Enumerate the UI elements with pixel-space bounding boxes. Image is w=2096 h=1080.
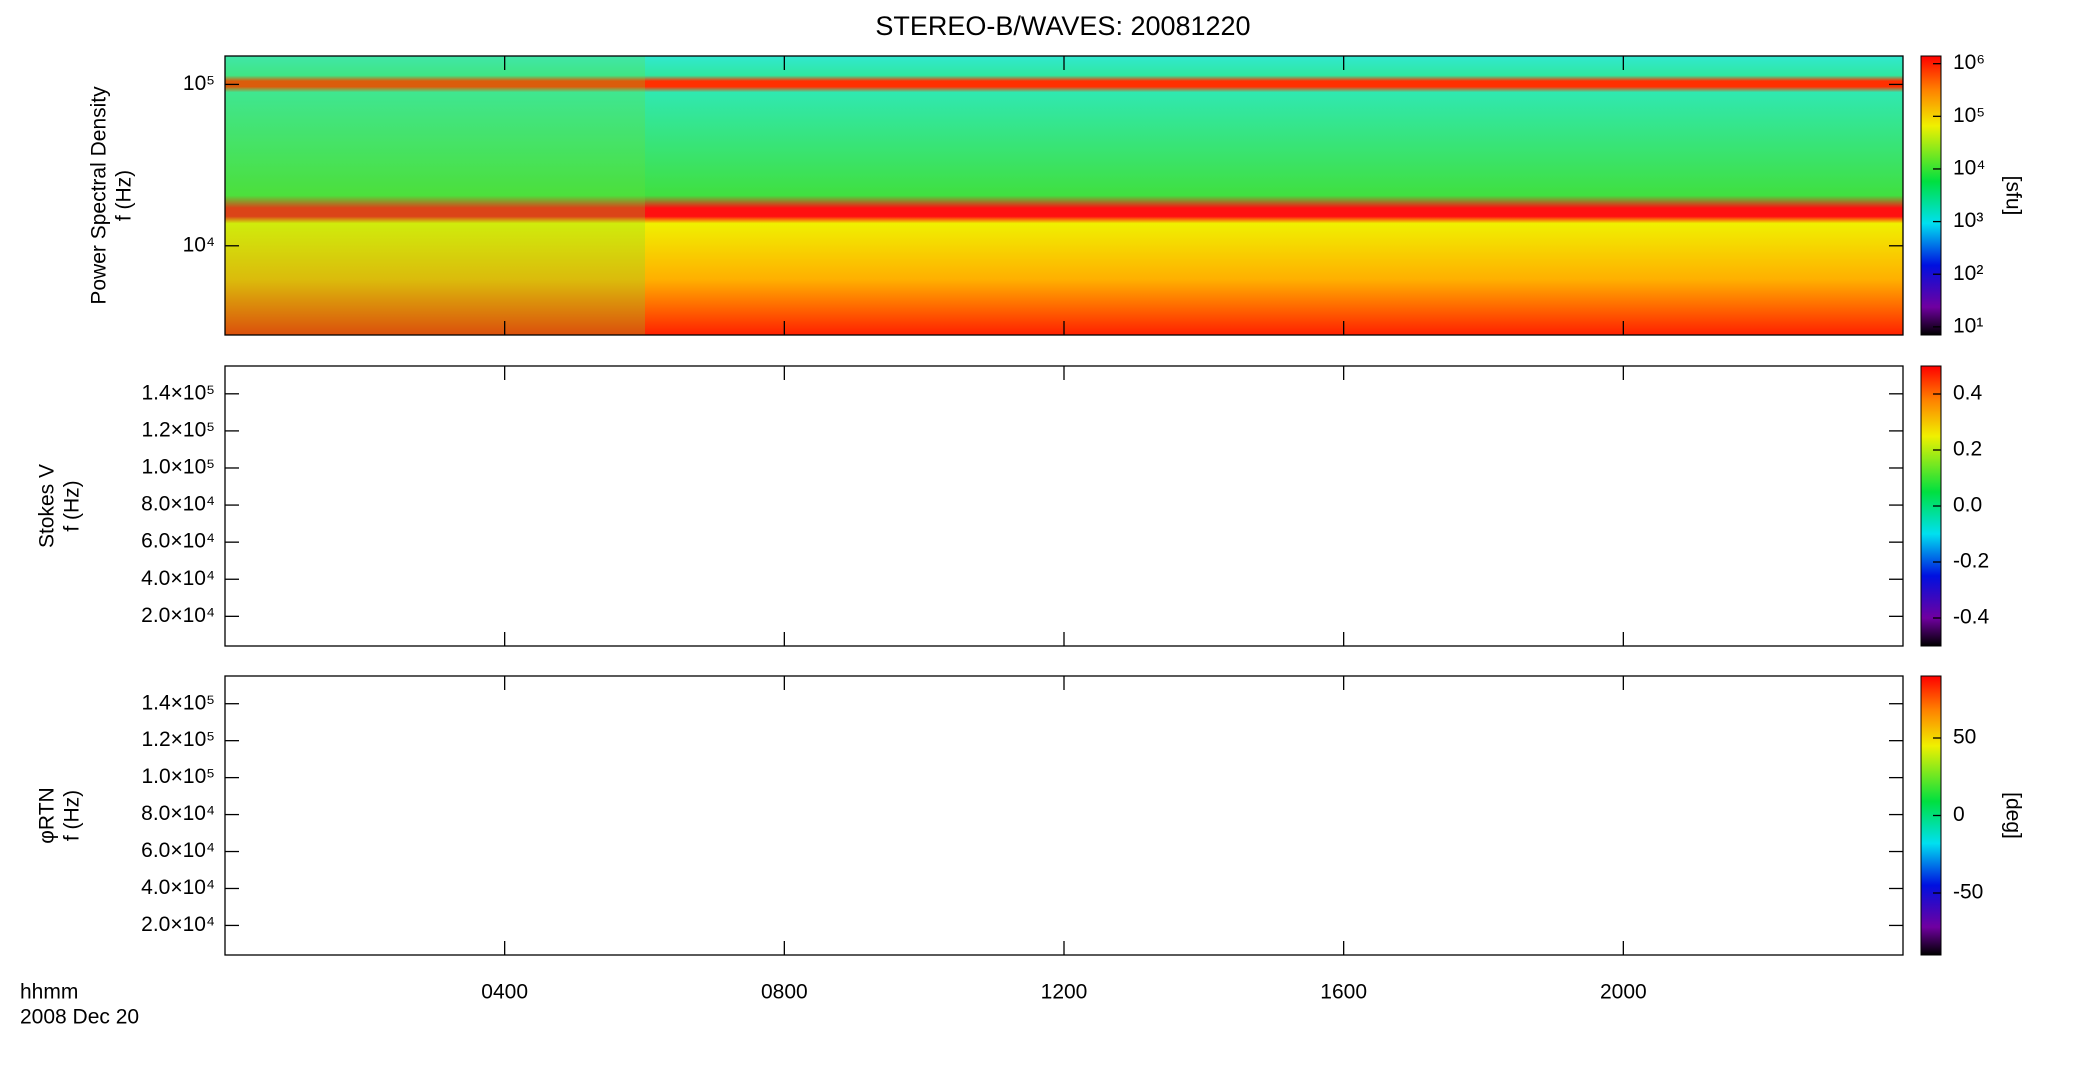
plot-frame xyxy=(224,365,1904,647)
y-axis-label: Power Spectral Density xyxy=(88,86,111,305)
y-tick-label: 6.0×10⁴ xyxy=(141,839,215,862)
y-tick-label: 8.0×10⁴ xyxy=(141,493,215,516)
y-tick-label: 10⁴ xyxy=(183,233,215,256)
y-tick-label: 6.0×10⁴ xyxy=(141,530,215,553)
colorbar-tick-label: 0.0 xyxy=(1953,494,1982,517)
x-tick-label: 0400 xyxy=(481,981,528,1004)
y-axis-label: Stokes V xyxy=(36,464,59,548)
colorbar-tick-label: -0.4 xyxy=(1953,606,1990,629)
y-axis-label: f (Hz) xyxy=(113,170,136,221)
y-tick-label: 1.4×10⁵ xyxy=(141,381,215,404)
spectrogram xyxy=(225,56,1903,335)
chart-title: STEREO-B/WAVES: 20081220 xyxy=(875,11,1250,41)
y-tick-label: 4.0×10⁴ xyxy=(141,567,215,590)
colorbar xyxy=(1920,55,1942,336)
colorbar-tick-label: 10¹ xyxy=(1953,314,1983,337)
y-tick-label: 1.2×10⁵ xyxy=(141,418,215,441)
colorbar-tick-label: 10⁴ xyxy=(1953,157,1985,180)
x-axis-label: hhmm xyxy=(20,981,78,1004)
x-tick-label: 2000 xyxy=(1600,981,1647,1004)
spectrogram-shade xyxy=(225,56,645,335)
colorbar-tick-label: 0.4 xyxy=(1953,382,1983,405)
y-tick-label: 1.4×10⁵ xyxy=(141,691,215,714)
colorbar-label: [deg] xyxy=(2001,792,2024,839)
y-axis-label: φRTN xyxy=(36,787,59,843)
colorbar-tick-label: -50 xyxy=(1953,881,1983,904)
colorbar-tick-label: -0.2 xyxy=(1953,550,1989,573)
y-tick-label: 4.0×10⁴ xyxy=(141,876,215,899)
colorbar-tick-label: 10⁶ xyxy=(1953,51,1985,74)
colorbar-tick-label: 50 xyxy=(1953,726,1976,749)
plot-frame xyxy=(224,675,1904,956)
y-tick-label: 10⁵ xyxy=(183,72,215,95)
colorbar-tick-label: 10³ xyxy=(1953,209,1983,232)
y-tick-label: 1.0×10⁵ xyxy=(141,765,215,788)
colorbar-tick-label: 0.2 xyxy=(1953,438,1982,461)
y-tick-label: 1.2×10⁵ xyxy=(141,728,215,751)
x-tick-label: 1200 xyxy=(1041,981,1088,1004)
y-tick-label: 1.0×10⁵ xyxy=(141,456,215,479)
y-tick-label: 2.0×10⁴ xyxy=(141,604,215,627)
y-tick-label: 2.0×10⁴ xyxy=(141,913,215,936)
x-tick-label: 1600 xyxy=(1320,981,1367,1004)
y-tick-label: 8.0×10⁴ xyxy=(141,802,215,825)
y-axis-label: f (Hz) xyxy=(61,790,84,841)
colorbar-tick-label: 10⁵ xyxy=(1953,104,1985,127)
y-axis-label: f (Hz) xyxy=(61,480,84,531)
colorbar-tick-label: 10² xyxy=(1953,262,1983,285)
colorbar-label: [sfu] xyxy=(2001,176,2024,216)
colorbar-tick-label: 0 xyxy=(1953,803,1965,826)
x-tick-label: 0800 xyxy=(761,981,808,1004)
x-axis-label: 2008 Dec 20 xyxy=(20,1006,139,1029)
